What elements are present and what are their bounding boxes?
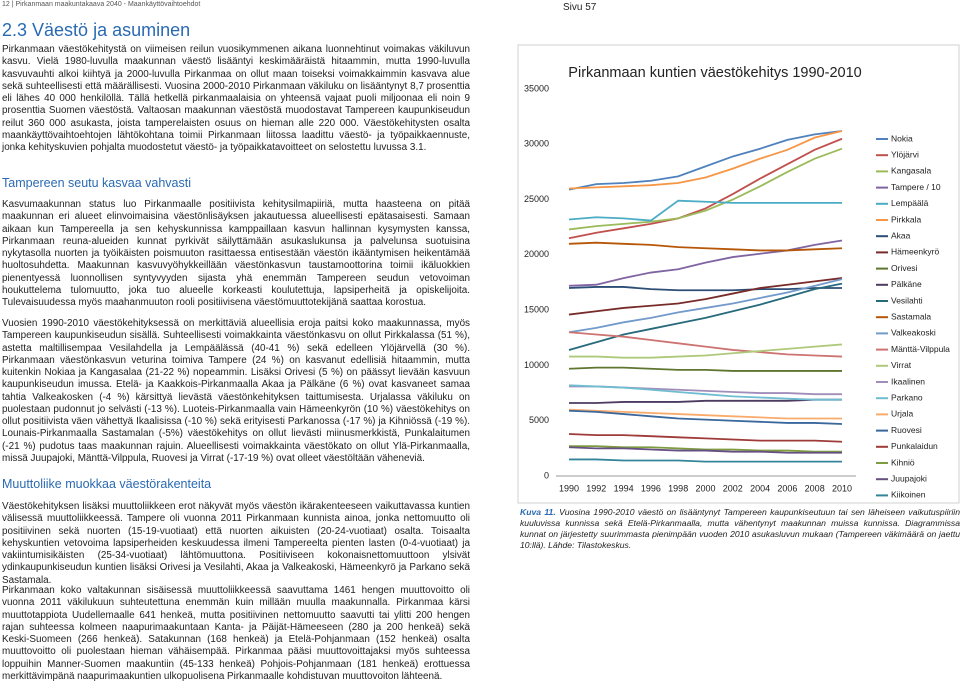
- series-line: [568, 366, 842, 372]
- series-line: [568, 278, 843, 334]
- running-header: 12 | Pirkanmaan maakuntakaava 2040 - Maa…: [2, 1, 201, 8]
- paragraph: Pirkanmaan koko valtakunnan sisäisessä m…: [2, 585, 470, 682]
- series-line: [568, 433, 843, 443]
- legend-label: Akaa: [891, 230, 911, 240]
- series-line: [568, 147, 843, 231]
- series-line: [568, 384, 842, 401]
- legend-label: Juupajoki: [891, 473, 927, 483]
- legend-label: Mänttä-Vilppula: [891, 344, 950, 354]
- legend-label: Kihniö: [891, 457, 915, 467]
- series-line: [568, 199, 842, 222]
- series-line: [569, 458, 842, 463]
- legend-label: Lempäälä: [891, 198, 929, 208]
- figure-caption: Kuva 11. Vuosina 1990-2010 väestö on lis…: [520, 507, 960, 551]
- legend-label: Punkalaidun: [891, 441, 938, 451]
- paragraph: Väestökehityksen lisäksi muuttoliikkeen …: [2, 501, 470, 586]
- x-tick-label: 1990: [559, 483, 579, 493]
- legend-label: Vesilahti: [891, 295, 923, 305]
- caption-text: Vuosina 1990-2010 väestö on lisääntynyt …: [520, 507, 960, 550]
- x-tick-label: 2006: [777, 483, 797, 493]
- legend-label: Tampere / 10: [891, 182, 941, 192]
- legend-label: Parkano: [891, 392, 923, 402]
- legend-label: Ylöjärvi: [891, 149, 919, 159]
- legend-label: Sastamala: [891, 311, 931, 321]
- chart-title: Pirkanmaan kuntien väestökehitys 1990-20…: [568, 65, 861, 81]
- y-tick-label: 35000: [524, 83, 549, 93]
- series-line: [568, 409, 843, 425]
- y-tick-label: 10000: [524, 360, 549, 370]
- x-tick-label: 1994: [614, 483, 634, 493]
- series-line: [568, 130, 843, 190]
- x-tick-label: 1992: [586, 483, 606, 493]
- series-line: [568, 137, 843, 240]
- series-line: [568, 408, 842, 420]
- series-line: [568, 130, 843, 191]
- legend-label: Pälkäne: [891, 279, 922, 289]
- legend-label: Kangasala: [891, 166, 931, 176]
- legend-label: Nokia: [891, 133, 913, 143]
- caption-label: Kuva 11.: [520, 507, 556, 517]
- y-tick-label: 30000: [524, 139, 549, 149]
- x-tick-label: 2010: [832, 483, 852, 493]
- series-line: [568, 446, 842, 454]
- series-line: [568, 241, 843, 252]
- y-tick-label: 15000: [524, 305, 549, 315]
- paragraph: Vuosien 1990-2010 väestökehityksessä on …: [2, 318, 470, 464]
- series-line: [568, 331, 843, 358]
- paragraph: Kasvumaakunnan status luo Pirkanmaalle p…: [2, 199, 470, 308]
- x-tick-label: 1998: [668, 483, 688, 493]
- x-tick-label: 2008: [805, 483, 825, 493]
- x-tick-label: 2002: [723, 483, 743, 493]
- x-tick-label: 2004: [750, 483, 770, 493]
- legend-label: Virrat: [891, 360, 912, 370]
- y-tick-label: 0: [544, 470, 549, 480]
- subheading: Muuttoliike muokkaa väestörakenteita: [2, 477, 212, 491]
- series-line: [568, 239, 843, 287]
- x-tick-label: 2000: [695, 483, 715, 493]
- legend-label: Urjala: [891, 409, 913, 419]
- legend-label: Ruovesi: [891, 425, 922, 435]
- legend-label: Orivesi: [891, 263, 918, 273]
- subheading: Tampereen seutu kasvaa vahvasti: [2, 176, 191, 190]
- page-number: Sivu 57: [563, 2, 597, 13]
- y-tick-label: 20000: [524, 249, 549, 259]
- series-line: [569, 343, 843, 359]
- legend-label: Ikaalinen: [891, 376, 925, 386]
- paragraph: Pirkanmaan väestökehitystä on viimeisen …: [2, 44, 470, 153]
- legend-label: Pirkkala: [891, 214, 922, 224]
- series-line: [568, 282, 843, 351]
- chart-frame: [517, 44, 960, 504]
- y-tick-label: 25000: [524, 194, 549, 204]
- series-line: [568, 277, 843, 316]
- y-tick-label: 5000: [529, 415, 549, 425]
- series-line: [568, 286, 842, 292]
- series-line: [569, 398, 842, 404]
- x-tick-label: 1996: [641, 483, 661, 493]
- section-title: 2.3 Väestö ja asuminen: [2, 20, 191, 40]
- series-line: [569, 445, 842, 453]
- legend-label: Valkeakoski: [891, 328, 936, 338]
- legend-label: Hämeenkyrö: [891, 247, 939, 257]
- legend-label: Kiikoinen: [891, 490, 926, 500]
